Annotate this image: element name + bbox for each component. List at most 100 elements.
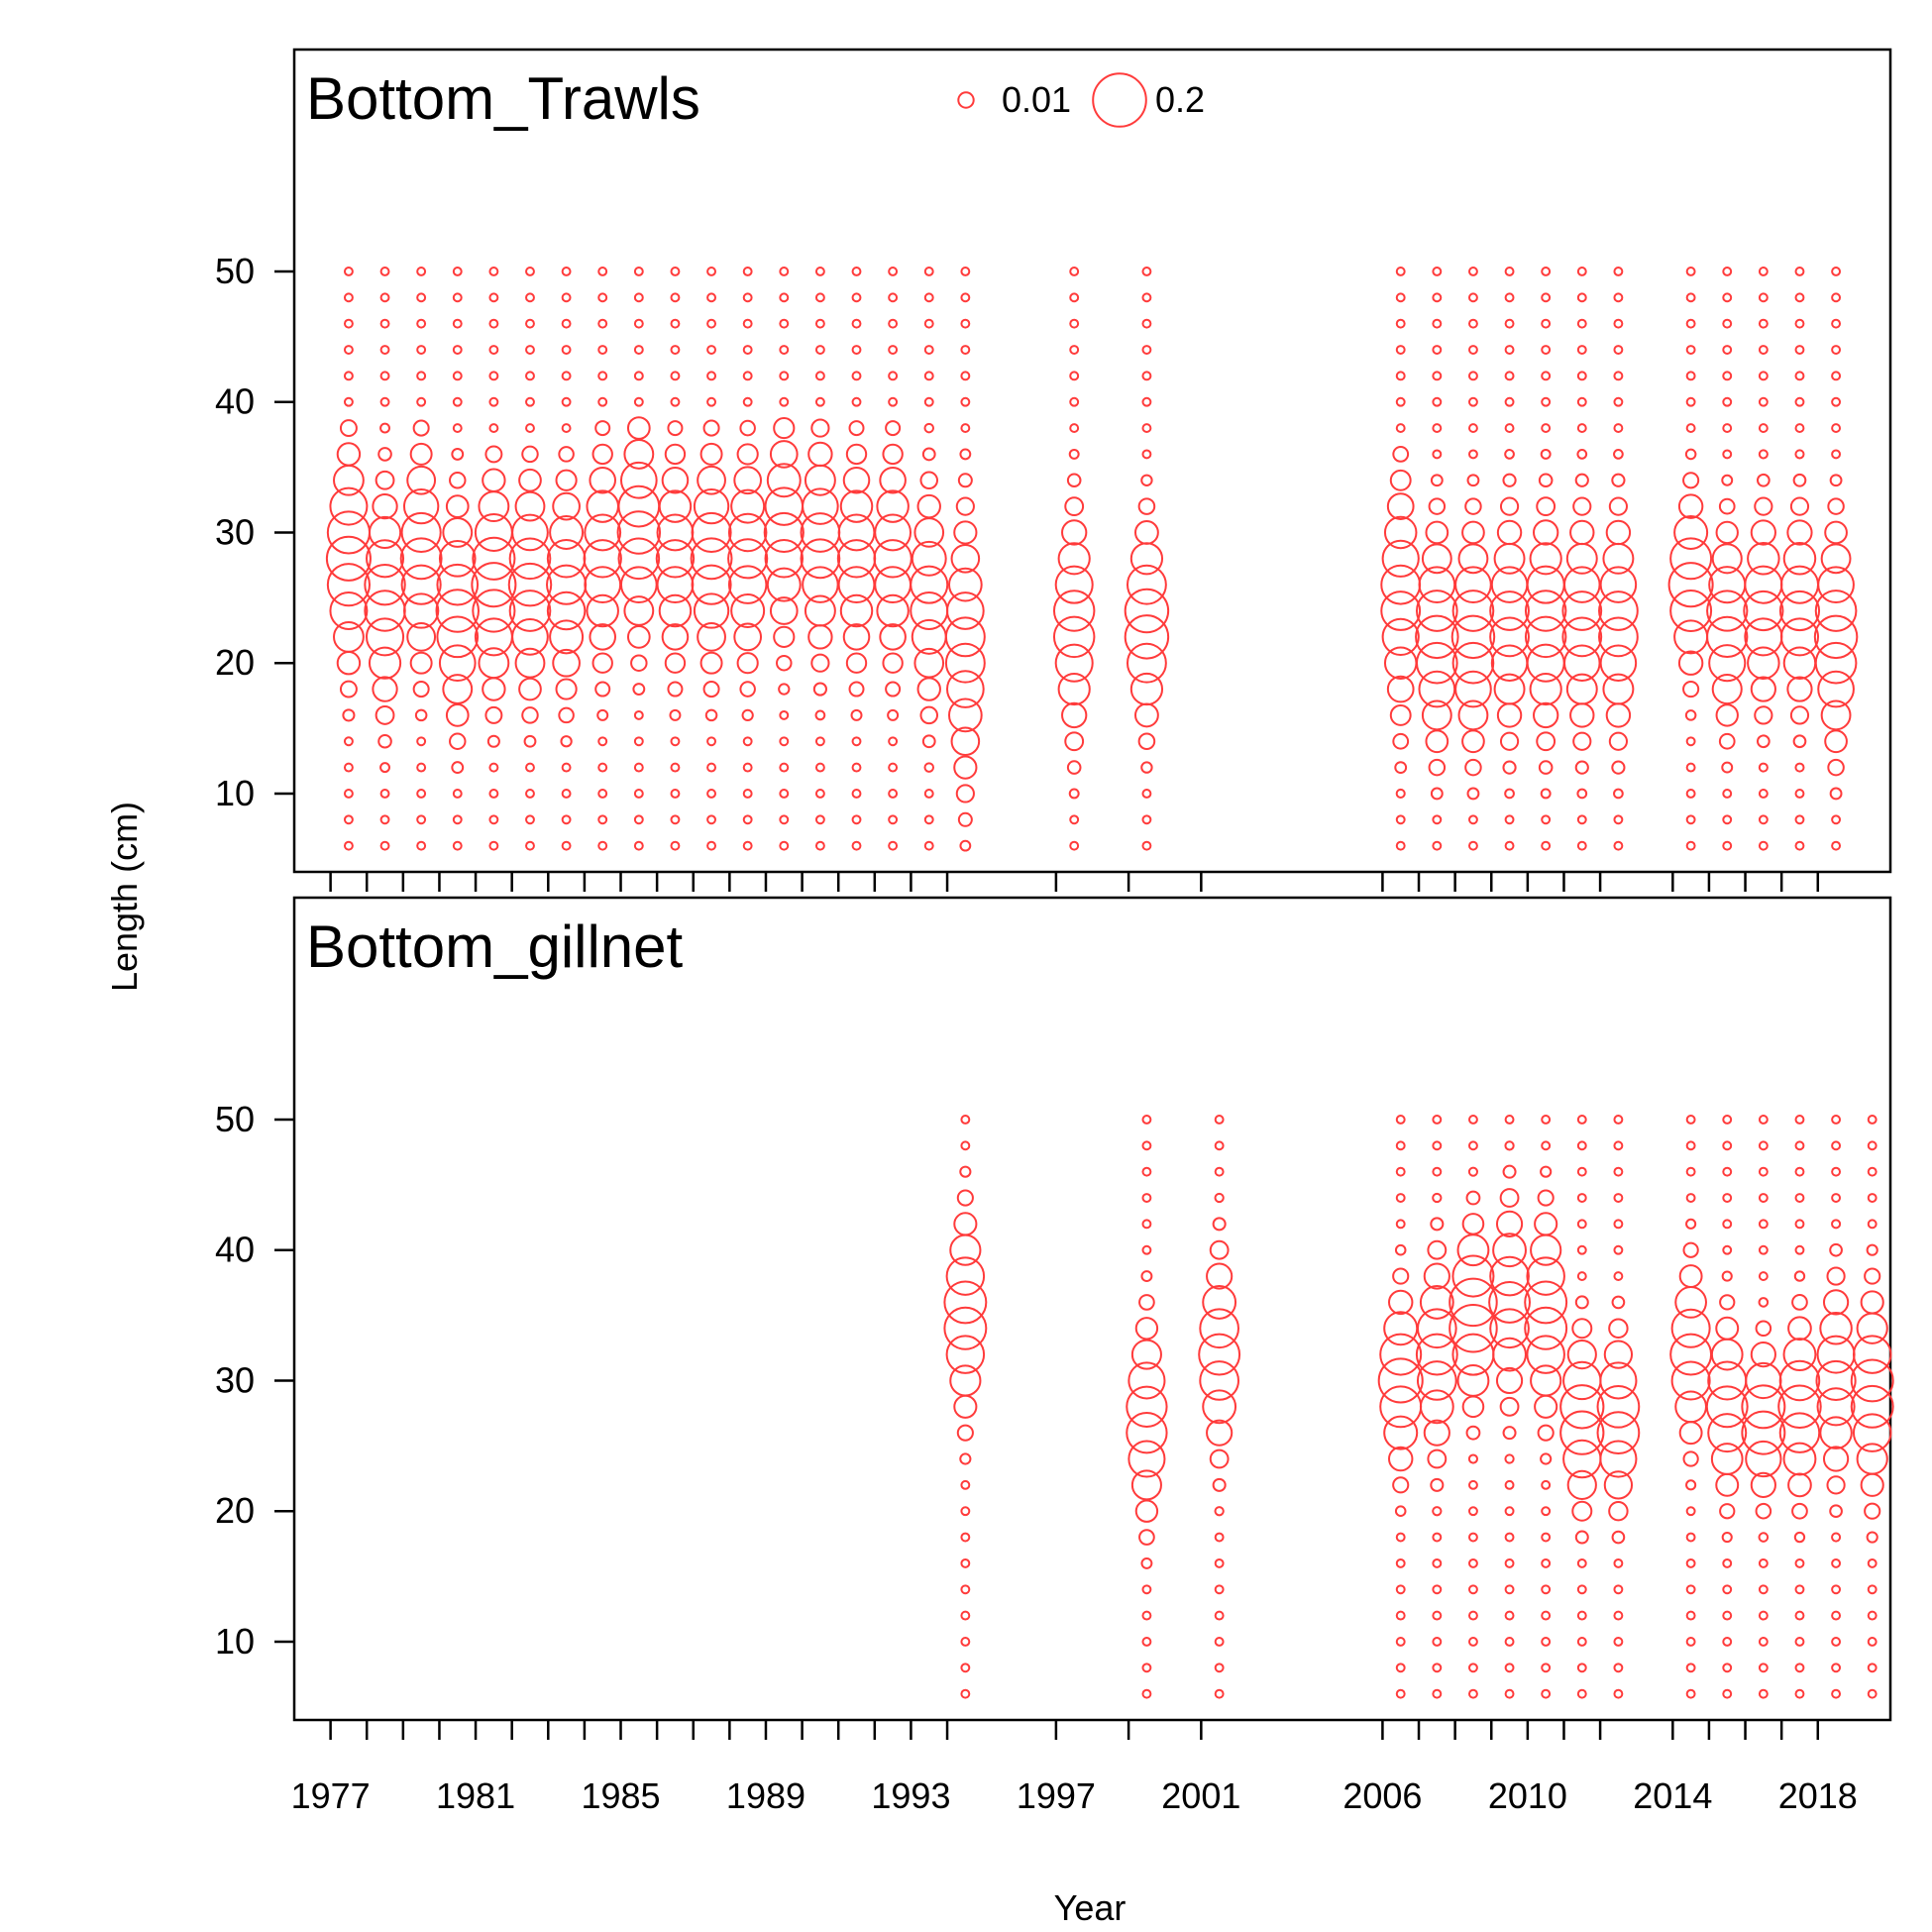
legend: 0.01 0.2 bbox=[957, 72, 1205, 128]
bubble bbox=[1137, 732, 1156, 751]
bubble bbox=[633, 345, 644, 355]
bubble bbox=[1526, 565, 1565, 604]
bubble bbox=[1685, 1166, 1696, 1177]
bubble bbox=[343, 292, 354, 303]
bubble bbox=[742, 814, 753, 825]
bubble bbox=[1608, 1318, 1629, 1339]
bubble bbox=[1867, 1584, 1878, 1595]
bubble bbox=[1707, 1413, 1748, 1453]
bubble bbox=[1141, 1663, 1152, 1673]
bubble bbox=[1395, 267, 1406, 276]
bubble bbox=[763, 511, 805, 554]
bubble bbox=[1576, 1584, 1587, 1595]
bubble bbox=[1395, 1166, 1406, 1177]
bubble bbox=[1504, 267, 1515, 276]
bubble bbox=[1673, 514, 1709, 550]
bubble bbox=[670, 736, 681, 747]
bubble bbox=[1066, 473, 1082, 488]
bubble bbox=[959, 1452, 972, 1465]
bubble bbox=[1492, 1337, 1527, 1372]
bubble bbox=[1137, 497, 1156, 515]
bubble bbox=[1599, 1361, 1638, 1400]
bubble bbox=[586, 489, 619, 523]
bubble bbox=[1827, 497, 1845, 515]
bubble bbox=[950, 544, 981, 574]
bubble bbox=[1538, 473, 1554, 488]
bubble bbox=[1394, 1505, 1407, 1517]
bubble bbox=[1383, 515, 1418, 550]
bubble bbox=[1779, 565, 1820, 604]
bubble bbox=[633, 762, 644, 773]
bubble bbox=[1721, 761, 1734, 774]
bubble bbox=[1057, 672, 1091, 706]
panel-title: Bottom_Trawls bbox=[306, 65, 700, 132]
y-axis: 10 20 30 40 50 bbox=[215, 1099, 294, 1662]
bubble bbox=[1758, 840, 1769, 851]
bubble bbox=[1450, 614, 1496, 660]
bubble bbox=[561, 267, 572, 276]
bubble bbox=[670, 267, 681, 276]
bubble bbox=[1758, 1271, 1769, 1282]
bubble bbox=[888, 814, 899, 825]
bubble bbox=[960, 1532, 971, 1543]
bubble bbox=[1613, 449, 1624, 460]
bubble bbox=[1794, 1557, 1805, 1568]
bubble bbox=[1126, 564, 1167, 605]
bubble bbox=[1677, 650, 1704, 676]
bubble bbox=[778, 683, 791, 696]
bubble bbox=[1134, 520, 1159, 545]
bubble bbox=[1467, 1166, 1479, 1177]
bubble bbox=[764, 486, 805, 526]
bubble bbox=[851, 345, 862, 355]
bubble bbox=[633, 396, 644, 407]
bubble bbox=[1789, 496, 1810, 516]
bubble bbox=[1533, 519, 1559, 546]
bubble bbox=[1537, 1189, 1555, 1207]
bubble bbox=[546, 539, 587, 579]
bubble bbox=[1864, 1267, 1881, 1285]
bubble bbox=[1867, 1166, 1878, 1177]
bubble bbox=[1576, 840, 1587, 851]
bubble bbox=[1127, 1440, 1166, 1478]
bubble bbox=[416, 371, 427, 381]
bubble bbox=[1758, 1219, 1769, 1230]
bubble bbox=[1794, 423, 1805, 434]
bubble bbox=[484, 705, 503, 724]
bubble bbox=[1602, 673, 1635, 705]
bubble bbox=[1432, 1584, 1443, 1595]
bubble bbox=[1069, 267, 1080, 276]
bubble bbox=[1428, 497, 1447, 515]
bubble bbox=[1537, 1424, 1555, 1442]
bubble bbox=[1722, 1244, 1733, 1255]
bubble bbox=[416, 345, 427, 355]
bubble bbox=[1395, 814, 1406, 825]
bubble bbox=[561, 789, 572, 799]
bubble bbox=[1415, 641, 1458, 685]
bubble bbox=[1831, 1166, 1842, 1177]
bubble bbox=[379, 789, 390, 799]
bubble bbox=[1502, 1164, 1517, 1179]
bubble bbox=[511, 618, 549, 656]
bubble bbox=[1722, 814, 1733, 825]
bubble bbox=[1598, 590, 1639, 631]
bubble bbox=[888, 318, 899, 329]
bubble bbox=[1682, 1241, 1699, 1258]
bubble bbox=[888, 736, 899, 747]
bubble bbox=[589, 466, 616, 494]
bubble bbox=[1831, 1663, 1842, 1673]
bubble bbox=[1782, 1338, 1817, 1372]
bubble bbox=[1750, 1471, 1776, 1498]
bubble bbox=[333, 620, 365, 653]
bubble bbox=[1685, 1557, 1696, 1568]
bubble bbox=[552, 491, 581, 521]
bubble bbox=[406, 465, 437, 495]
bubble bbox=[1613, 396, 1624, 407]
bubble bbox=[1388, 1289, 1414, 1316]
bubble bbox=[776, 654, 793, 672]
bubble bbox=[1541, 1610, 1552, 1621]
bubble bbox=[1451, 641, 1495, 685]
bubbles bbox=[325, 267, 1859, 852]
bubble bbox=[1685, 1193, 1696, 1203]
bubble bbox=[845, 652, 868, 674]
